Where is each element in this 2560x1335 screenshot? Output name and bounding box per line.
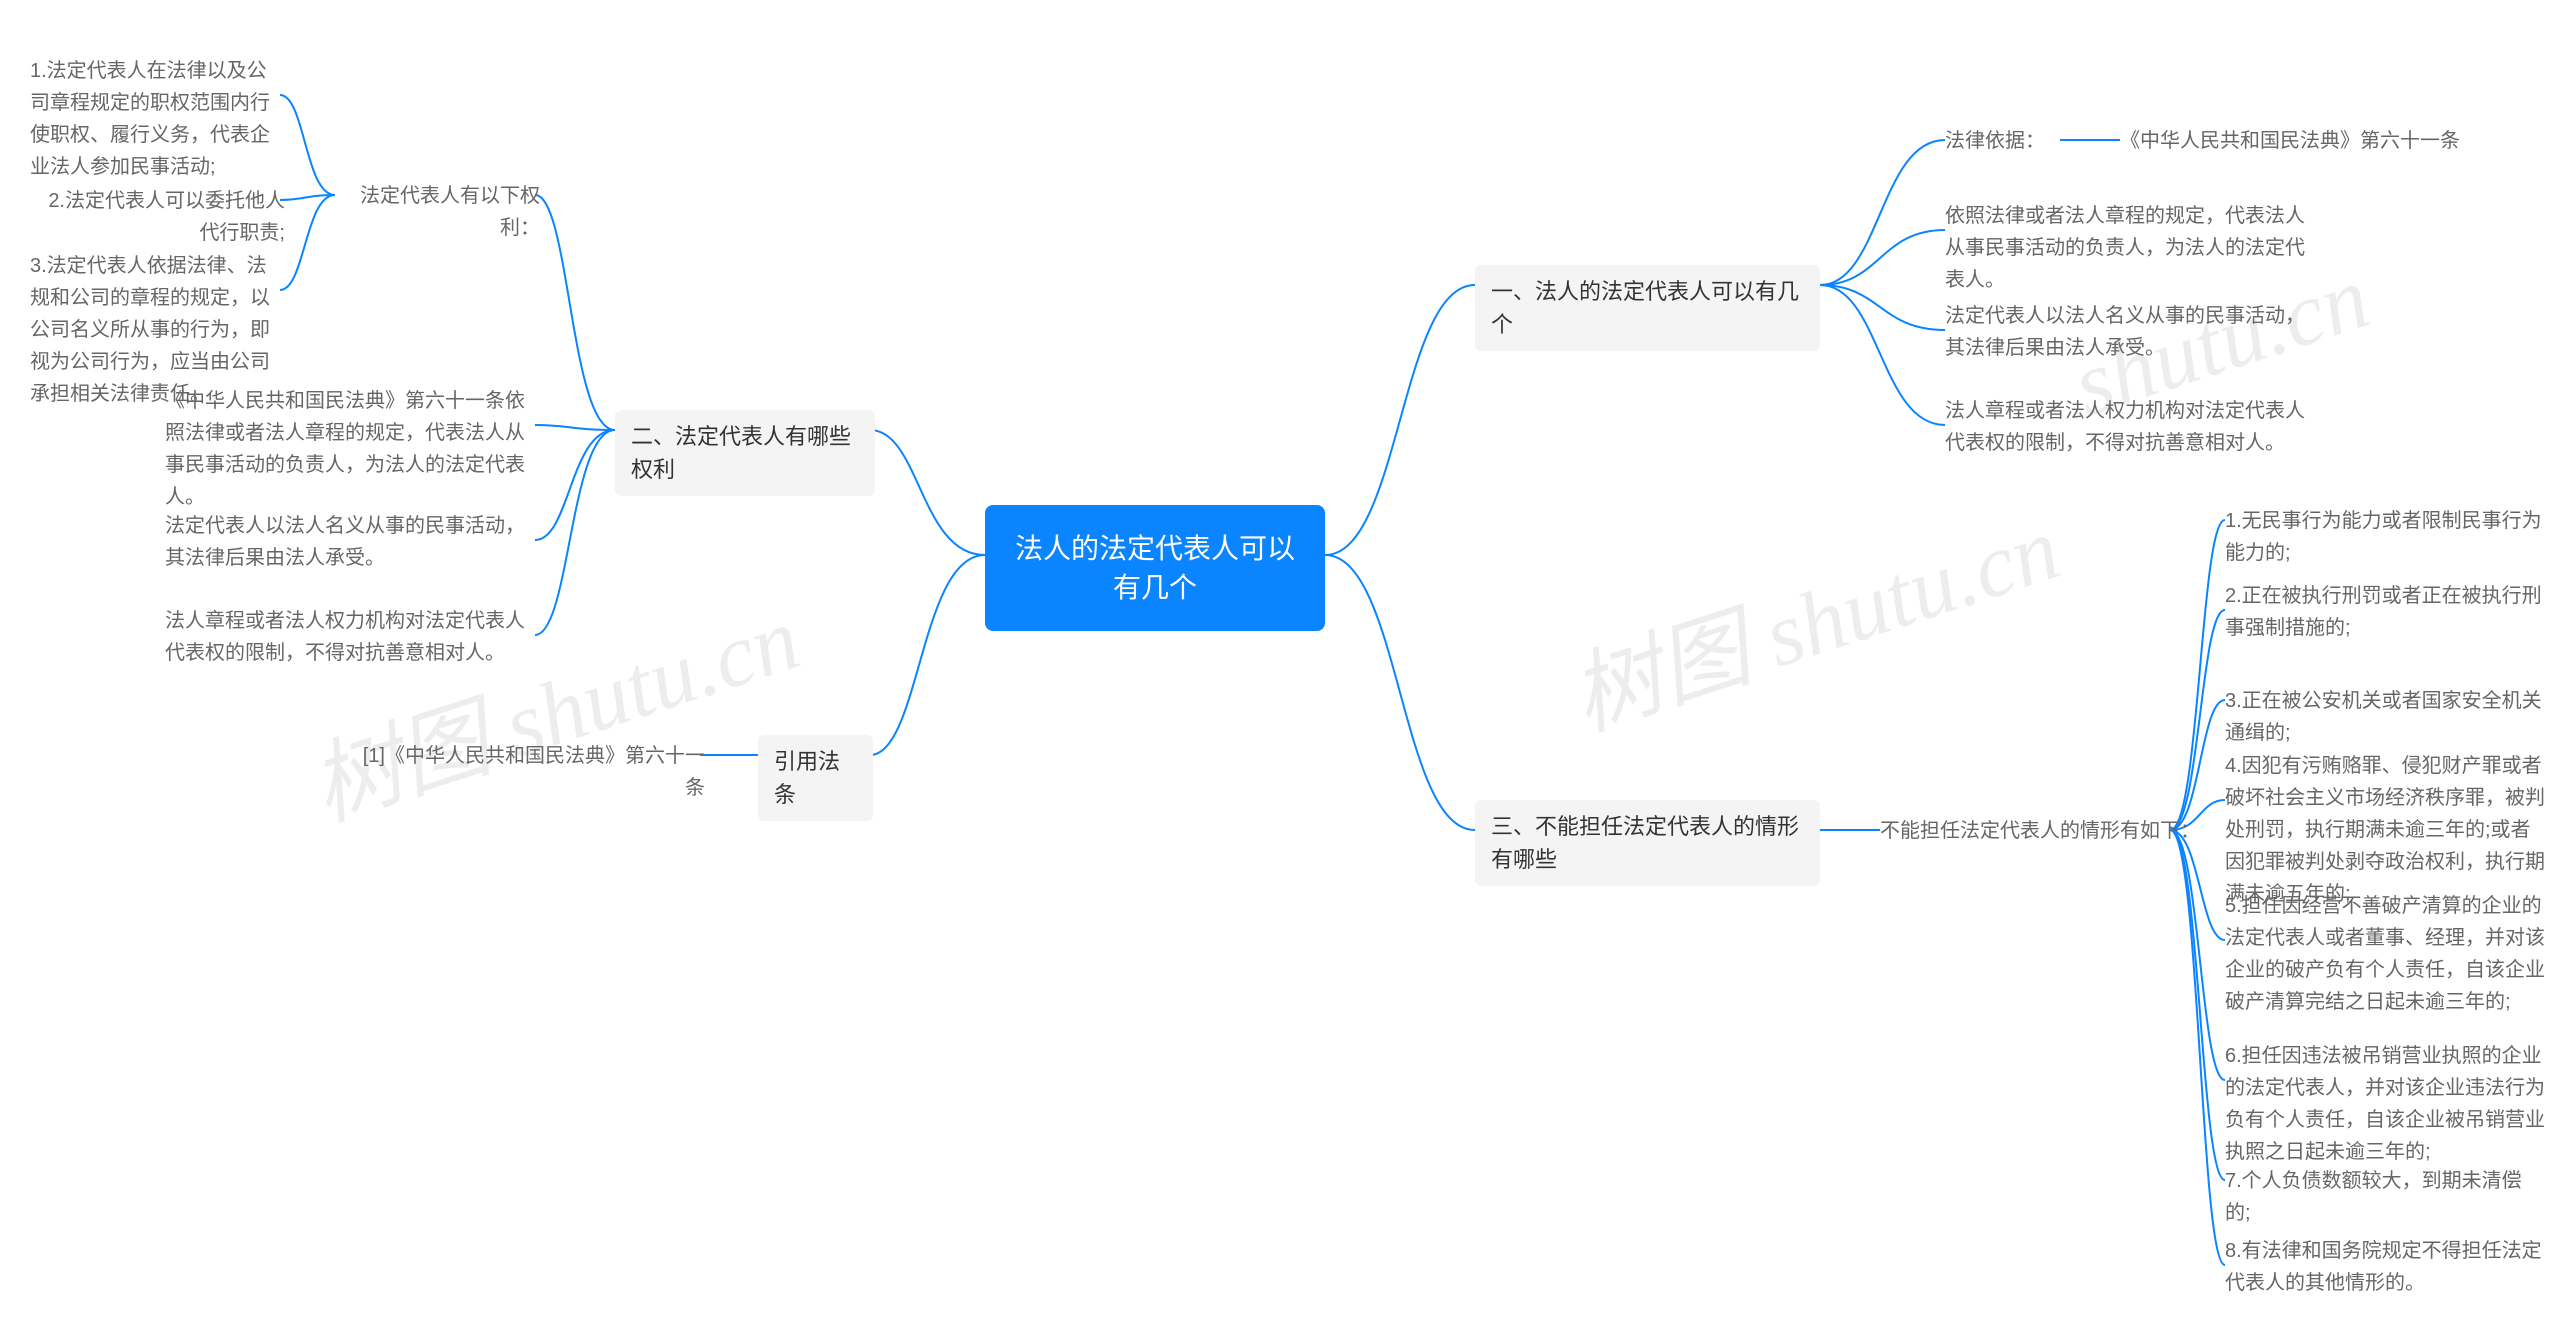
root-node: 法人的法定代表人可以有几个	[985, 505, 1325, 631]
leaf-l1-e1: 《中华人民共和国民法典》第六十一条依照法律或者法人章程的规定，代表法人从事民事活…	[165, 385, 540, 513]
branch-left-2: 引用法条	[758, 735, 873, 821]
basis-value: 《中华人民共和国民法典》第六十一条	[2120, 125, 2460, 157]
leaf-r1-c4: 法人章程或者法人权力机构对法定代表人代表权的限制，不得对抗善意相对人。	[1945, 395, 2315, 459]
leaf-r2-i2: 2.正在被执行刑罚或者正在被执行刑事强制措施的;	[2225, 580, 2545, 644]
leaf-r1-c2: 依照法律或者法人章程的规定，代表法人从事民事活动的负责人，为法人的法定代表人。	[1945, 200, 2315, 296]
sub-right-2: 不能担任法定代表人的情形有如下：	[1880, 815, 2200, 847]
leaf-l1-i1: 1.法定代表人在法律以及公司章程规定的职权范围内行使职权、履行义务，代表企业法人…	[30, 55, 285, 183]
leaf-r2-i6: 6.担任因违法被吊销营业执照的企业的法定代表人，并对该企业违法行为负有个人责任，…	[2225, 1040, 2545, 1168]
leaf-l1-e3: 法人章程或者法人权力机构对法定代表人代表权的限制，不得对抗善意相对人。	[165, 605, 540, 669]
branch-left-1: 二、法定代表人有哪些权利	[615, 410, 875, 496]
leaf-r2-i4: 4.因犯有污贿赂罪、侵犯财产罪或者破坏社会主义市场经济秩序罪，被判处刑罚，执行期…	[2225, 750, 2545, 910]
watermark: 树图 shutu.cn	[1552, 475, 2072, 755]
sub-left-1: 法定代表人有以下权利：	[335, 180, 540, 244]
mindmap-canvas: 树图 shutu.cn 树图 shutu.cn shutu.cn	[0, 0, 2560, 1335]
leaf-r2-i8: 8.有法律和国务院规定不得担任法定代表人的其他情形的。	[2225, 1235, 2545, 1299]
basis-label: 法律依据：	[1945, 125, 2045, 157]
leaf-r2-i7: 7.个人负债数额较大，到期未清偿的;	[2225, 1165, 2545, 1229]
branch-right-1: 一、法人的法定代表人可以有几个	[1475, 265, 1820, 351]
branch-right-2: 三、不能担任法定代表人的情形有哪些	[1475, 800, 1820, 886]
leaf-l1-i2: 2.法定代表人可以委托他人代行职责;	[30, 185, 285, 249]
leaf-l1-e2: 法定代表人以法人名义从事的民事活动，其法律后果由法人承受。	[165, 510, 540, 574]
leaf-r2-i1: 1.无民事行为能力或者限制民事行为能力的;	[2225, 505, 2545, 569]
leaf-r1-c3: 法定代表人以法人名义从事的民事活动，其法律后果由法人承受。	[1945, 300, 2315, 364]
leaf-r2-i5: 5.担任因经营不善破产清算的企业的法定代表人或者董事、经理，并对该企业的破产负有…	[2225, 890, 2545, 1018]
leaf-r2-i3: 3.正在被公安机关或者国家安全机关通缉的;	[2225, 685, 2545, 749]
leaf-l2-c1: [1]《中华人民共和国民法典》第六十一条	[360, 740, 705, 804]
